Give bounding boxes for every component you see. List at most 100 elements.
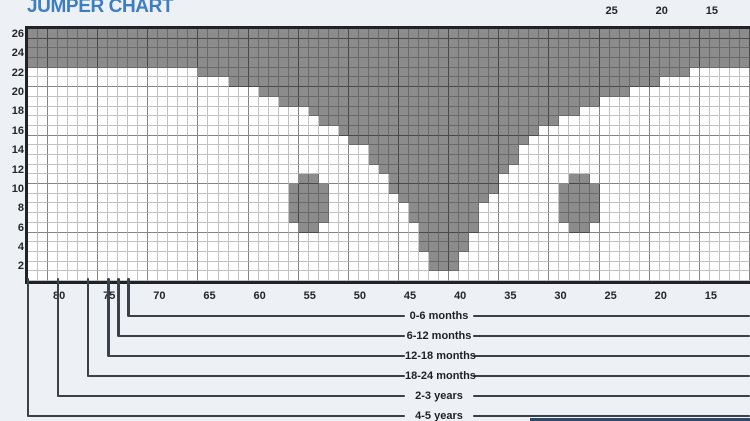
chart-cell (178, 67, 189, 78)
chart-cell (288, 232, 299, 243)
chart-cell (399, 96, 410, 107)
chart-cell (288, 125, 299, 136)
chart-cell (388, 271, 400, 281)
chart-cell (108, 48, 119, 59)
chart-cell (549, 87, 560, 97)
chart-cell (609, 242, 620, 252)
chart-cell (549, 232, 560, 243)
chart-cell (128, 125, 139, 136)
chart-cell (108, 116, 119, 126)
chart-cell (228, 38, 239, 49)
chart-cell (679, 38, 690, 49)
chart-cell (378, 203, 389, 214)
chart-cell (218, 58, 229, 68)
chart-cell (58, 106, 69, 117)
chart-cell (689, 222, 700, 233)
chart-cell (679, 125, 690, 136)
chart-cell (419, 261, 430, 272)
chart-cell (78, 203, 89, 214)
chart-cell (429, 48, 440, 59)
chart-cell (108, 67, 119, 78)
chart-cell (148, 38, 159, 49)
chart-cell (178, 184, 189, 194)
chart-cell (439, 77, 450, 88)
chart-cell (298, 145, 309, 155)
chart-cell (28, 29, 39, 39)
chart-cell (268, 135, 279, 146)
chart-cell (238, 77, 249, 88)
chart-cell (619, 48, 630, 59)
chart-cell (328, 203, 339, 214)
chart-cell (208, 164, 219, 175)
chart-cell (459, 213, 470, 223)
chart-cell (28, 58, 39, 68)
chart-cell (529, 184, 540, 194)
chart-cell (689, 125, 700, 136)
chart-cell (68, 271, 79, 281)
chart-cell (589, 164, 600, 175)
chart-cell (48, 125, 59, 136)
chart-cell (198, 164, 209, 175)
chart-cell (178, 203, 189, 214)
chart-cell (328, 77, 339, 88)
chart-cell (248, 154, 259, 165)
chart-cell (469, 271, 480, 281)
chart-cell (28, 232, 39, 243)
chart-cell (148, 116, 159, 126)
column-label-bottom: 45 (403, 290, 417, 302)
chart-cell (258, 96, 269, 107)
chart-cell (118, 184, 129, 194)
chart-cell (38, 251, 49, 262)
chart-cell (48, 174, 59, 185)
chart-cell (579, 58, 590, 68)
chart-cell (449, 96, 460, 107)
chart-cell (519, 67, 530, 78)
chart-cell (148, 242, 159, 252)
chart-cell (108, 77, 119, 88)
chart-cell (228, 222, 239, 233)
chart-cell (88, 48, 99, 59)
chart-cell (539, 145, 550, 155)
chart-cell (579, 193, 590, 204)
chart-cell (729, 203, 740, 214)
chart-cell (659, 48, 670, 59)
chart-cell (318, 222, 329, 233)
chart-cell (88, 58, 99, 68)
chart-cell (308, 67, 319, 78)
size-connector-line (28, 414, 405, 418)
chart-cell (308, 174, 319, 185)
chart-cell (188, 29, 199, 39)
chart-cell (368, 48, 379, 59)
chart-cell (358, 29, 369, 39)
chart-cell (178, 87, 189, 97)
chart-cell (28, 67, 39, 78)
chart-cell (499, 38, 510, 49)
chart-cell (559, 154, 570, 165)
chart-cell (358, 164, 369, 175)
chart-cell (519, 87, 530, 97)
chart-cell (158, 48, 169, 59)
chart-cell (178, 145, 189, 155)
chart-cell (238, 174, 249, 185)
chart-cell (499, 242, 510, 252)
chart-cell (188, 213, 199, 223)
chart-cell (409, 116, 420, 126)
chart-cell (148, 193, 159, 204)
chart-cell (288, 222, 299, 233)
chart-cell (218, 106, 229, 117)
chart-cell (198, 87, 209, 97)
size-label: 4-5 years (415, 410, 463, 421)
chart-cell (559, 77, 570, 88)
chart-cell (138, 38, 149, 49)
chart-cell (238, 135, 249, 146)
chart-cell (699, 164, 710, 175)
chart-cell (669, 251, 680, 262)
chart-cell (238, 242, 249, 252)
chart-cell (228, 184, 239, 194)
chart-cell (258, 193, 269, 204)
chart-cell (268, 193, 279, 204)
chart-cell (318, 261, 329, 272)
chart-cell (238, 222, 249, 233)
chart-cell (238, 203, 249, 214)
chart-cell (78, 96, 89, 107)
